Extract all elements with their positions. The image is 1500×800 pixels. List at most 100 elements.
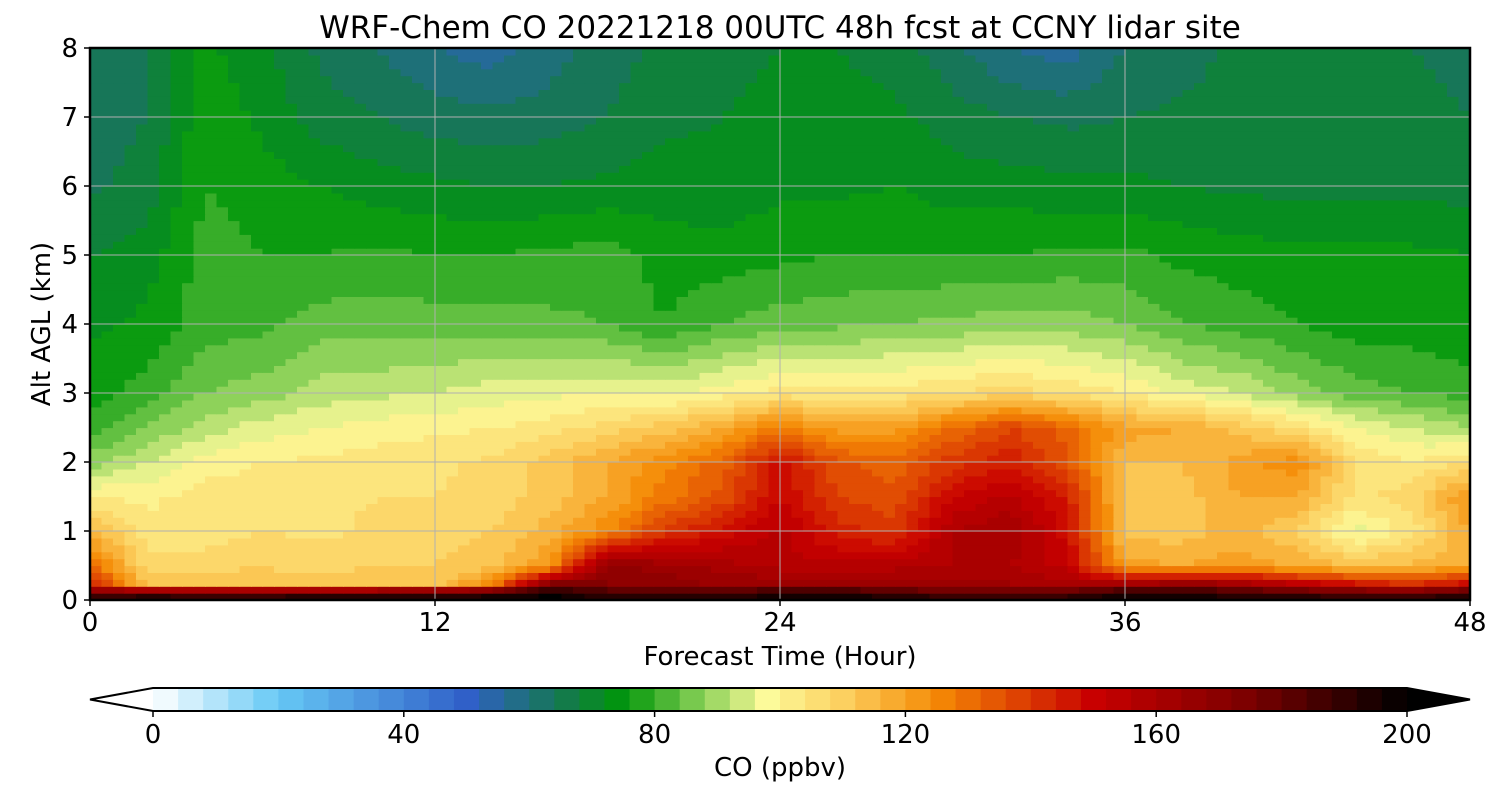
heatmap-cell [412, 496, 425, 504]
heatmap-cell [849, 544, 862, 553]
heatmap-cell [90, 379, 103, 387]
heatmap-cell [124, 579, 137, 587]
heatmap-cell [711, 551, 724, 560]
heatmap-cell [1297, 462, 1310, 470]
heatmap-cell [446, 489, 459, 498]
heatmap-cell [688, 317, 701, 325]
heatmap-cell [400, 420, 413, 429]
heatmap-cell [1056, 420, 1069, 429]
heatmap-cell [1320, 489, 1333, 498]
heatmap-cell [895, 558, 908, 567]
heatmap-cell [952, 399, 965, 408]
heatmap-cell [768, 324, 781, 332]
heatmap-cell [481, 344, 494, 353]
heatmap-cell [745, 593, 758, 600]
heatmap-cell [1332, 537, 1345, 546]
heatmap-cell [1401, 475, 1414, 484]
heatmap-cell [883, 386, 896, 394]
heatmap-cell [446, 565, 459, 573]
heatmap-cell [113, 462, 126, 470]
heatmap-cell [527, 434, 540, 442]
heatmap-cell [435, 579, 448, 587]
heatmap-cell [619, 434, 632, 442]
heatmap-cell [1251, 317, 1264, 325]
heatmap-cell [619, 427, 632, 435]
heatmap-cell [757, 413, 770, 422]
heatmap-cell [400, 503, 413, 511]
heatmap-cell [1401, 586, 1414, 594]
heatmap-cell [1274, 537, 1287, 546]
heatmap-cell [791, 399, 804, 408]
heatmap-cell [515, 489, 528, 498]
heatmap-cell [90, 448, 103, 456]
heatmap-cell [458, 358, 471, 366]
heatmap-cell [147, 544, 160, 553]
heatmap-cell [906, 531, 919, 539]
heatmap-cell [883, 593, 896, 600]
heatmap-cell [665, 393, 678, 401]
heatmap-cell [1412, 427, 1425, 435]
heatmap-cell [860, 393, 873, 401]
heatmap-cell [239, 579, 252, 587]
heatmap-cell [274, 455, 287, 463]
heatmap-cell [1320, 565, 1333, 573]
heatmap-cell [1044, 503, 1057, 511]
heatmap-cell [1251, 372, 1264, 380]
heatmap-cell [205, 462, 218, 470]
heatmap-cell [297, 586, 310, 594]
heatmap-cell [699, 324, 712, 332]
heatmap-cell [90, 365, 103, 373]
heatmap-cell [1297, 551, 1310, 560]
heatmap-cell [1458, 365, 1470, 373]
heatmap-cell [745, 317, 758, 325]
heatmap-cell [849, 510, 862, 518]
heatmap-cell [251, 330, 264, 339]
heatmap-cell [630, 406, 643, 415]
heatmap-cell [308, 531, 321, 539]
heatmap-cell [1389, 372, 1402, 380]
heatmap-cell [975, 344, 988, 353]
heatmap-cell [343, 475, 356, 484]
heatmap-cell [998, 551, 1011, 560]
heatmap-cell [1182, 420, 1195, 429]
heatmap-cell [964, 434, 977, 442]
heatmap-cell [573, 455, 586, 463]
heatmap-cell [814, 551, 827, 560]
heatmap-cell [768, 358, 781, 366]
heatmap-cell [734, 393, 747, 401]
heatmap-cell [573, 365, 586, 373]
heatmap-cell [274, 503, 287, 511]
heatmap-cell [1309, 434, 1322, 442]
heatmap-cell [1320, 420, 1333, 429]
heatmap-cell [1297, 441, 1310, 449]
heatmap-cell [1159, 441, 1172, 449]
heatmap-cell [722, 358, 735, 366]
heatmap-cell [377, 475, 390, 484]
heatmap-cell [711, 324, 724, 332]
heatmap-cell [814, 427, 827, 435]
heatmap-cell [688, 468, 701, 477]
heatmap-cell [768, 330, 781, 339]
heatmap-cell [918, 455, 931, 463]
heatmap-cell [492, 379, 505, 387]
heatmap-cell [446, 551, 459, 560]
heatmap-cell [343, 448, 356, 456]
heatmap-cell [1251, 365, 1264, 373]
heatmap-cell [676, 337, 689, 346]
heatmap-cell [964, 365, 977, 373]
heatmap-cell [711, 572, 724, 580]
heatmap-cell [768, 496, 781, 504]
heatmap-cell [1309, 344, 1322, 353]
heatmap-cell [239, 337, 252, 346]
heatmap-cell [1056, 379, 1069, 387]
heatmap-cell [435, 386, 448, 394]
heatmap-cell [1067, 482, 1080, 491]
heatmap-cell [101, 379, 114, 387]
heatmap-cell [170, 434, 183, 442]
heatmap-cell [883, 441, 896, 449]
heatmap-cell [780, 558, 793, 567]
heatmap-cell [596, 537, 609, 546]
heatmap-cell [147, 496, 160, 504]
heatmap-cell [596, 579, 609, 587]
heatmap-cell [1389, 579, 1402, 587]
